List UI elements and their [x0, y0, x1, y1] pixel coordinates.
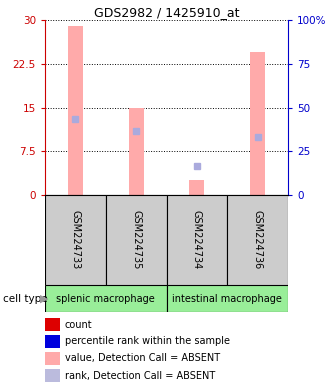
Bar	[250, 52, 265, 195]
Bar	[45, 335, 60, 348]
Text: GSM224733: GSM224733	[70, 210, 81, 270]
Bar	[189, 180, 205, 195]
Text: rank, Detection Call = ABSENT: rank, Detection Call = ABSENT	[65, 371, 215, 381]
Text: GSM224736: GSM224736	[253, 210, 263, 270]
Bar	[128, 108, 144, 195]
Text: count: count	[65, 319, 92, 329]
Text: value, Detection Call = ABSENT: value, Detection Call = ABSENT	[65, 354, 220, 364]
Bar	[68, 26, 83, 195]
Bar	[227, 195, 288, 285]
Bar	[45, 285, 167, 312]
Text: splenic macrophage: splenic macrophage	[56, 293, 155, 303]
Bar	[45, 318, 60, 331]
Title: GDS2982 / 1425910_at: GDS2982 / 1425910_at	[94, 6, 239, 19]
Bar	[167, 285, 288, 312]
Text: GSM224734: GSM224734	[192, 210, 202, 270]
Text: GSM224735: GSM224735	[131, 210, 141, 270]
Text: intestinal macrophage: intestinal macrophage	[172, 293, 282, 303]
Bar	[45, 353, 60, 365]
Text: cell type: cell type	[3, 293, 48, 303]
Bar	[45, 369, 60, 382]
Text: ▶: ▶	[40, 293, 49, 303]
Bar	[167, 195, 227, 285]
Text: percentile rank within the sample: percentile rank within the sample	[65, 336, 230, 346]
Bar	[106, 195, 167, 285]
Bar	[45, 195, 106, 285]
